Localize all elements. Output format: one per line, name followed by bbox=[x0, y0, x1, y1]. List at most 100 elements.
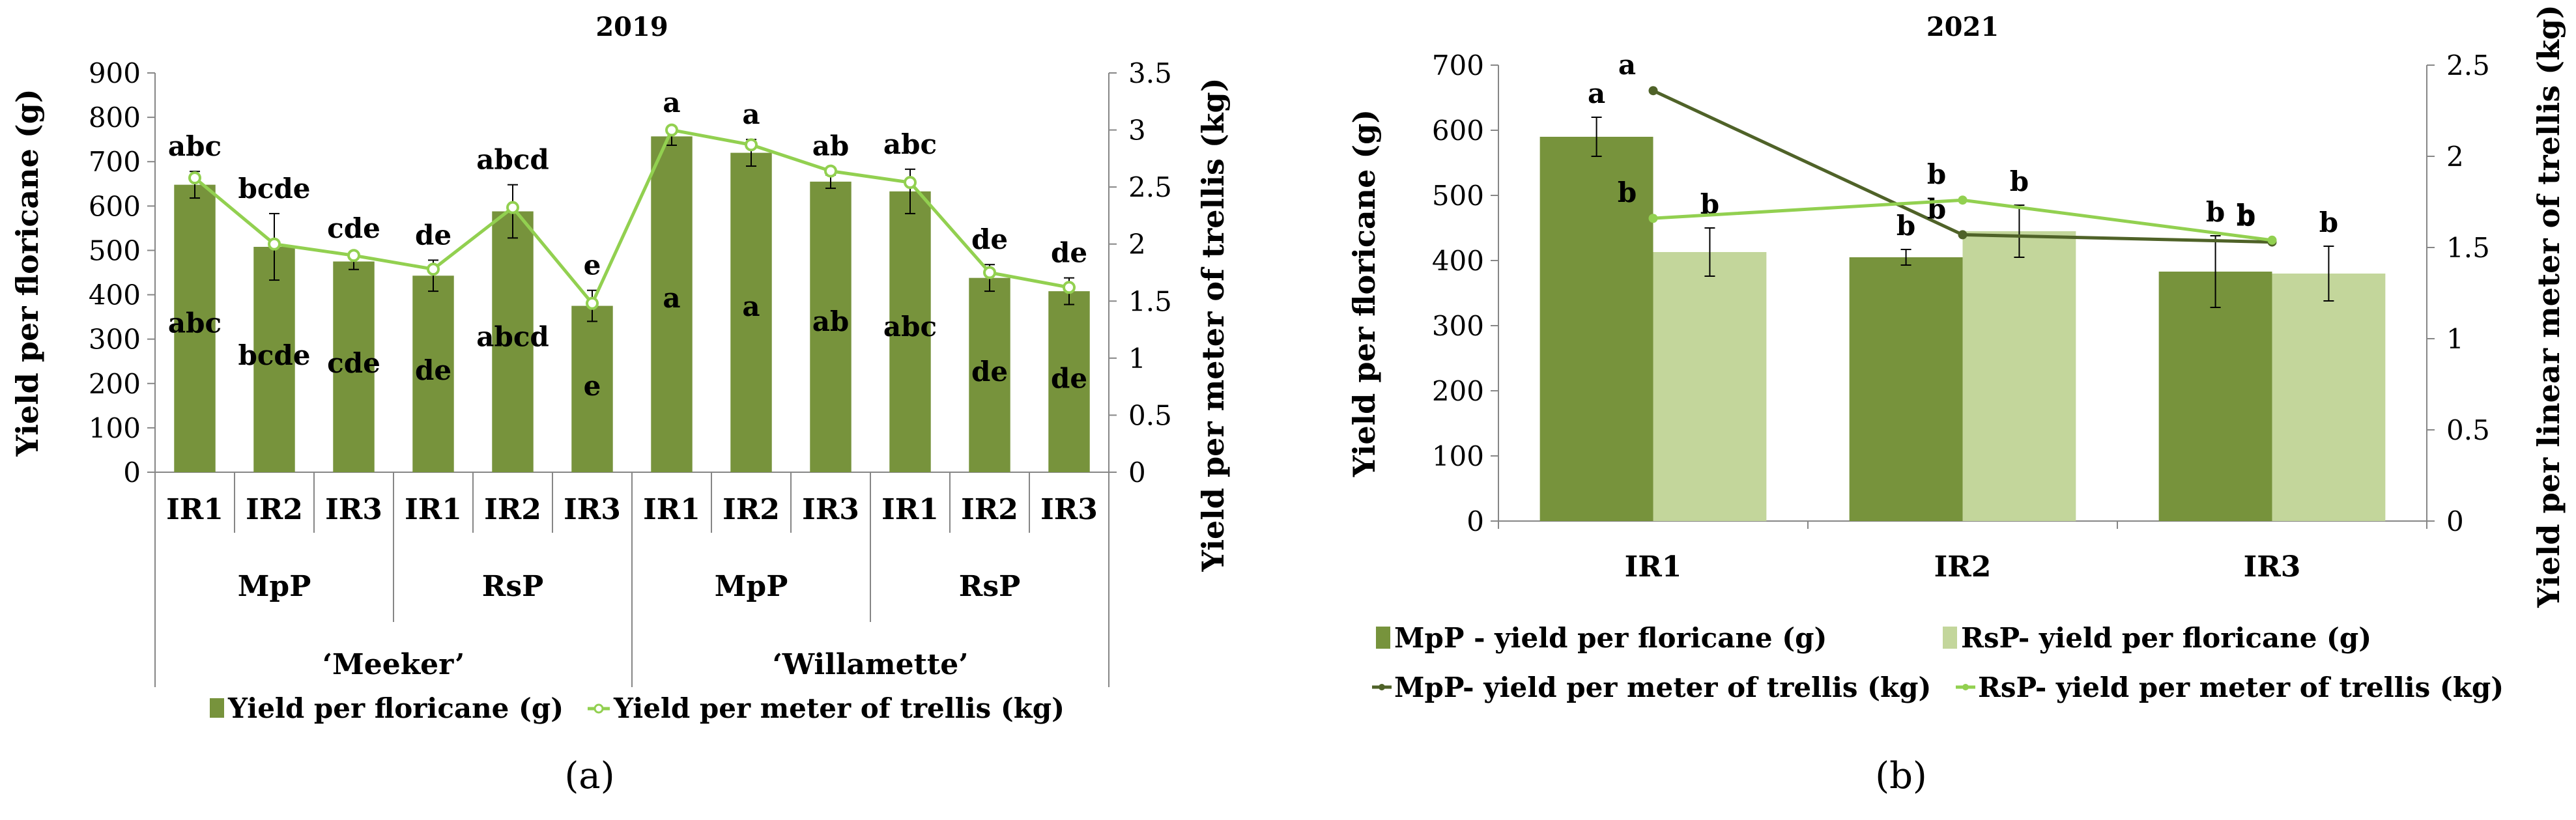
x-tick-label: IR2 bbox=[246, 493, 303, 526]
chart-2019: 2019 0 100 200 300 400 500 600 700 800 900 0 0.5 1 1.5… bbox=[10, 12, 1231, 797]
line-letter: abc bbox=[883, 128, 937, 160]
bar-letter: abc bbox=[883, 311, 937, 343]
cultivar-label: ‘Meeker’ bbox=[322, 648, 465, 681]
line-letter: abc bbox=[168, 130, 222, 162]
line-letter: de bbox=[971, 223, 1008, 255]
y-tick-label: 800 bbox=[89, 102, 141, 134]
bar-IR2 bbox=[1849, 257, 1963, 521]
y2-tick-label: 2 bbox=[1128, 229, 1146, 261]
y-tick-label: 500 bbox=[89, 234, 141, 266]
trellis-point bbox=[1958, 230, 1968, 240]
bar-IR1 bbox=[174, 184, 216, 472]
x-tick-label: IR1 bbox=[166, 493, 223, 526]
bar-IR3 bbox=[2158, 272, 2272, 521]
y2-tick-label: 2.5 bbox=[1128, 171, 1172, 203]
line-letter: a bbox=[742, 98, 760, 130]
bar-letter: abcd bbox=[476, 321, 549, 353]
y-tick-label: 100 bbox=[89, 412, 141, 444]
bar-IR2 bbox=[969, 277, 1010, 472]
legend-swatch-mpp-point bbox=[1379, 684, 1385, 690]
x-tick-label: IR2 bbox=[484, 493, 541, 526]
legend-label-mpp-bar: MpP - yield per floricane (g) bbox=[1394, 622, 1827, 654]
y2-tick-label: 1.5 bbox=[1128, 285, 1172, 317]
chart-title: 2021 bbox=[1926, 12, 1999, 42]
x-tick-label: IR1 bbox=[1625, 550, 1682, 584]
legend-label-rsp-line: RsP- yield per meter of trellis (kg) bbox=[1978, 672, 2504, 703]
y2-tick-label: 2 bbox=[2446, 141, 2464, 173]
bar-IR3 bbox=[2272, 274, 2386, 521]
legend-label-bar: Yield per floricane (g) bbox=[227, 692, 564, 724]
trellis-point bbox=[506, 201, 519, 214]
bar-IR2 bbox=[253, 246, 295, 472]
y-tick-label: 400 bbox=[1432, 245, 1484, 277]
bar-IR3 bbox=[810, 181, 852, 472]
legend-swatch-mpp-bar bbox=[1376, 627, 1390, 649]
line-letter: a bbox=[1618, 49, 1636, 81]
x-tick-label: IR3 bbox=[2244, 550, 2301, 584]
y-tick-label: 700 bbox=[89, 146, 141, 178]
legend-label-line: Yield per meter of trellis (kg) bbox=[613, 692, 1065, 724]
y-axis-label: Yield per floricane (g) bbox=[1347, 109, 1382, 477]
line-letter: e bbox=[584, 249, 601, 281]
y2-tick-label: 3.5 bbox=[1128, 57, 1172, 89]
y2-axis-label: Yield per meter of trellis (kg) bbox=[1195, 78, 1231, 573]
bar-letter: b bbox=[2010, 165, 2029, 197]
bar-letter: a bbox=[1588, 78, 1605, 109]
legend-swatch-point bbox=[594, 703, 604, 714]
line-letter: b bbox=[1927, 158, 1946, 190]
bar-letter: a bbox=[663, 282, 680, 314]
y2-tick-label: 0 bbox=[1128, 457, 1146, 488]
trellis-point bbox=[1958, 195, 1968, 205]
trellis-point bbox=[188, 171, 201, 185]
trellis-point bbox=[1648, 214, 1658, 223]
line-letter: a bbox=[663, 87, 680, 119]
x-tick-label: IR2 bbox=[1934, 550, 1992, 584]
y2-tick-label: 0.5 bbox=[2446, 414, 2490, 446]
legend-label-rsp-bar: RsP- yield per floricane (g) bbox=[1961, 622, 2371, 654]
bar-IR1 bbox=[1653, 252, 1767, 521]
y-tick-label: 200 bbox=[89, 368, 141, 400]
panel-label: (a) bbox=[564, 755, 614, 797]
bar-letter: ab bbox=[812, 305, 850, 337]
bar-letter: de bbox=[415, 354, 451, 386]
legend-label-mpp-line: MpP- yield per meter of trellis (kg) bbox=[1394, 672, 1931, 703]
legend-swatch-bar bbox=[210, 698, 224, 718]
chart-2021: 2021 0 100 200 300 400 500 600 700 0 0.5 1 1.5 2 2.5 Yi… bbox=[1347, 5, 2566, 797]
y2-axis-label: Yield per linear meter of trellis (kg) bbox=[2531, 5, 2566, 608]
trellis-point bbox=[347, 249, 360, 262]
trellis-point bbox=[745, 138, 758, 152]
y-tick-label: 600 bbox=[1432, 115, 1484, 147]
trellis-point bbox=[268, 237, 281, 251]
y2-tick-label: 3 bbox=[1128, 115, 1146, 147]
y2-tick-label: 1 bbox=[1128, 343, 1146, 375]
trellis-point bbox=[665, 123, 678, 137]
bar-letter: b bbox=[2319, 206, 2338, 238]
x-tick-label: IR2 bbox=[723, 493, 780, 526]
bar-letter: b bbox=[2206, 196, 2225, 228]
bar-letter: abc bbox=[168, 307, 222, 339]
x-tick-label: IR3 bbox=[564, 493, 621, 526]
chart-title: 2019 bbox=[595, 12, 668, 42]
x-tick-label: IR3 bbox=[802, 493, 859, 526]
line-letter: de bbox=[1051, 237, 1087, 269]
line-letter: b bbox=[1618, 177, 1637, 208]
y2-tick-label: 0 bbox=[2446, 505, 2464, 537]
y2-tick-label: 1.5 bbox=[2446, 232, 2490, 264]
line-letter: ab bbox=[812, 130, 850, 162]
trellis-point bbox=[1648, 86, 1658, 96]
legend-swatch-rsp-point bbox=[1962, 684, 1969, 690]
trellis-point bbox=[586, 296, 599, 310]
trellis-point bbox=[904, 176, 917, 190]
bar-letter: de bbox=[971, 356, 1008, 388]
y-tick-label: 900 bbox=[89, 57, 141, 89]
bar-IR3 bbox=[571, 305, 613, 472]
y2-tick-label: 0.5 bbox=[1128, 399, 1172, 431]
system-label: MpP bbox=[238, 570, 311, 603]
y2-tick-label: 1 bbox=[2446, 323, 2464, 355]
y-tick-label: 400 bbox=[89, 279, 141, 311]
y-axis-label: Yield per floricane (g) bbox=[10, 89, 45, 457]
bar-letter: de bbox=[1051, 362, 1087, 394]
bar-letter: e bbox=[584, 370, 601, 402]
line-letter: de bbox=[415, 219, 451, 251]
